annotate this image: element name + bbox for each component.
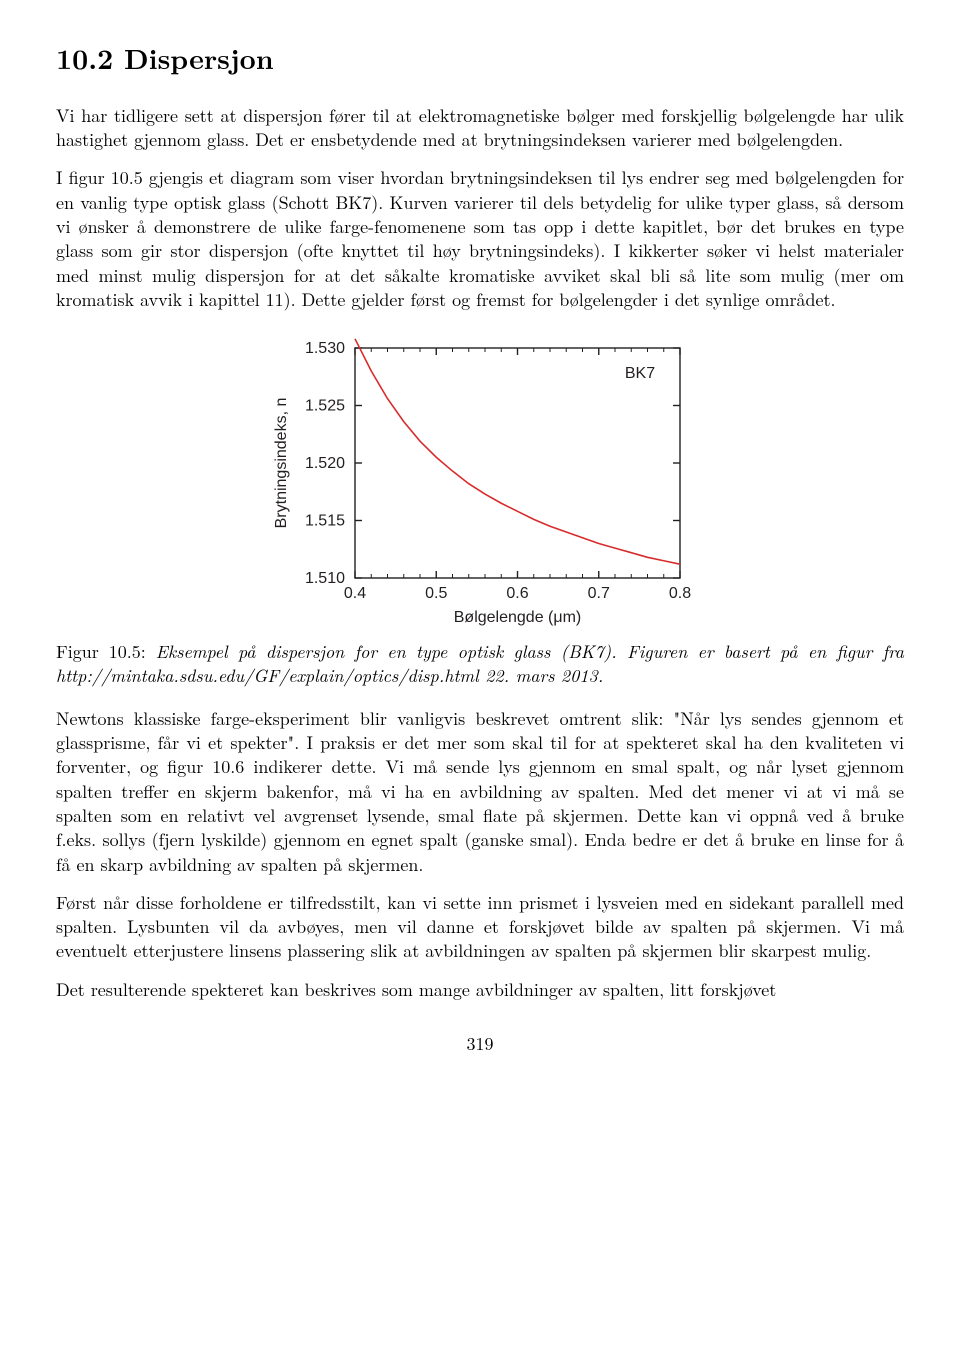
svg-text:0.6: 0.6 bbox=[506, 585, 528, 602]
svg-text:1.515: 1.515 bbox=[305, 513, 345, 530]
page-number: 319 bbox=[56, 1032, 904, 1056]
paragraph-3: Newtons klassiske farge-eksperiment blir… bbox=[56, 707, 904, 877]
figure-caption-text: Eksempel på dispersjon for en type optis… bbox=[56, 639, 904, 688]
svg-text:0.8: 0.8 bbox=[669, 585, 691, 602]
paragraph-5: Det resulterende spekteret kan beskrives… bbox=[56, 978, 904, 1002]
svg-text:0.5: 0.5 bbox=[425, 585, 447, 602]
svg-text:1.520: 1.520 bbox=[305, 455, 345, 472]
figure-caption-label: Figur 10.5: bbox=[56, 639, 156, 664]
svg-text:0.7: 0.7 bbox=[588, 585, 610, 602]
svg-text:0.4: 0.4 bbox=[344, 585, 366, 602]
svg-text:Bølgelengde (μm): Bølgelengde (μm) bbox=[454, 609, 582, 626]
svg-text:1.530: 1.530 bbox=[305, 340, 345, 357]
paragraph-4: Først når disse forholdene er tilfredsst… bbox=[56, 891, 904, 964]
svg-text:1.525: 1.525 bbox=[305, 398, 345, 415]
svg-text:1.510: 1.510 bbox=[305, 570, 345, 587]
section-heading: 10.2 Dispersjon bbox=[56, 40, 904, 78]
figure-10-5: 0.4 0.5 0.6 0.7 0.8 1.510 1.515 1.520 1.525 1.530… bbox=[56, 330, 904, 630]
paragraph-1: Vi har tidligere sett at dispersjon føre… bbox=[56, 104, 904, 153]
svg-text:Brytningsindeks, n: Brytningsindeks, n bbox=[273, 398, 290, 529]
dispersion-chart: 0.4 0.5 0.6 0.7 0.8 1.510 1.515 1.520 1.525 1.530… bbox=[260, 330, 700, 630]
figure-caption: Figur 10.5: Eksempel på dispersjon for e… bbox=[56, 640, 904, 689]
svg-text:BK7: BK7 bbox=[625, 365, 655, 382]
paragraph-2: I figur 10.5 gjengis et diagram som vise… bbox=[56, 166, 904, 312]
